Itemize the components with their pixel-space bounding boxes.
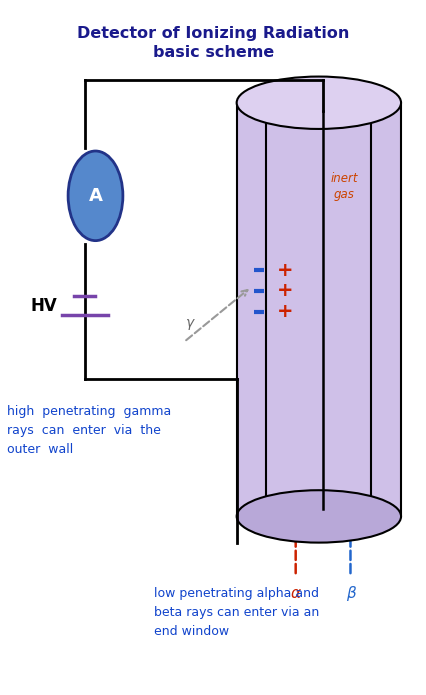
Text: high  penetrating  gamma
rays  can  enter  via  the
outer  wall: high penetrating gamma rays can enter vi… xyxy=(7,404,171,456)
Text: +: + xyxy=(276,302,293,321)
Text: gas: gas xyxy=(333,188,354,201)
Ellipse shape xyxy=(236,76,400,129)
Text: inert: inert xyxy=(330,172,357,185)
Text: HV: HV xyxy=(31,297,58,315)
Text: basic scheme: basic scheme xyxy=(153,45,273,60)
Text: +: + xyxy=(276,261,293,280)
Text: γ: γ xyxy=(186,316,194,329)
Text: Detector of Ionizing Radiation: Detector of Ionizing Radiation xyxy=(77,26,349,41)
Ellipse shape xyxy=(68,151,123,240)
Bar xyxy=(236,103,400,516)
Text: β: β xyxy=(345,587,354,601)
Text: α: α xyxy=(290,587,300,601)
Text: +: + xyxy=(276,281,293,300)
Text: low penetrating alpha and
beta rays can enter via an
end window: low penetrating alpha and beta rays can … xyxy=(154,587,319,639)
Ellipse shape xyxy=(236,490,400,543)
Text: A: A xyxy=(88,187,102,205)
